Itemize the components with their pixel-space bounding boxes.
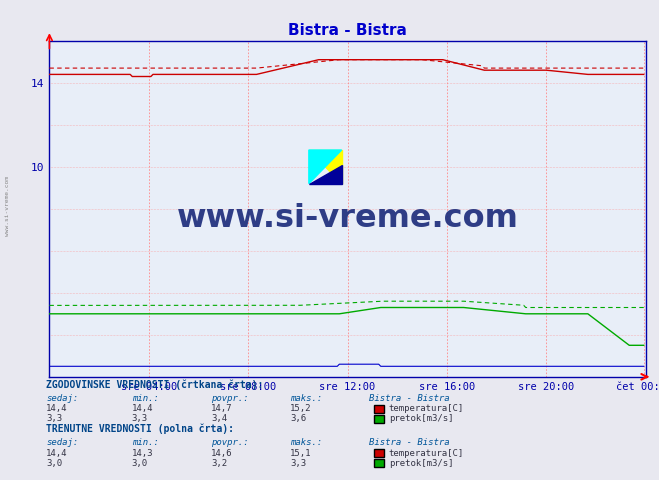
Polygon shape xyxy=(309,150,341,184)
Text: 3,4: 3,4 xyxy=(211,414,227,423)
Polygon shape xyxy=(309,150,341,184)
Text: 14,6: 14,6 xyxy=(211,448,233,457)
Text: min.:: min.: xyxy=(132,394,159,403)
Text: 14,4: 14,4 xyxy=(46,448,68,457)
Text: 3,3: 3,3 xyxy=(132,414,148,423)
Text: povpr.:: povpr.: xyxy=(211,394,248,403)
Text: maks.:: maks.: xyxy=(290,438,322,447)
Text: min.:: min.: xyxy=(132,438,159,447)
Text: 14,4: 14,4 xyxy=(46,404,68,413)
Text: sedaj:: sedaj: xyxy=(46,394,78,403)
Text: pretok[m3/s]: pretok[m3/s] xyxy=(389,414,453,423)
Text: sedaj:: sedaj: xyxy=(46,438,78,447)
Title: Bistra - Bistra: Bistra - Bistra xyxy=(288,23,407,38)
Text: temperatura[C]: temperatura[C] xyxy=(389,448,464,457)
Polygon shape xyxy=(309,165,341,184)
Text: www.si-vreme.com: www.si-vreme.com xyxy=(5,177,11,237)
Text: temperatura[C]: temperatura[C] xyxy=(389,404,464,413)
Text: 15,2: 15,2 xyxy=(290,404,312,413)
Text: 3,3: 3,3 xyxy=(290,458,306,468)
Text: 3,3: 3,3 xyxy=(46,414,62,423)
Text: maks.:: maks.: xyxy=(290,394,322,403)
Text: Bistra - Bistra: Bistra - Bistra xyxy=(369,438,449,447)
Text: ZGODOVINSKE VREDNOSTI (črtkana črta):: ZGODOVINSKE VREDNOSTI (črtkana črta): xyxy=(46,379,264,390)
Text: 14,7: 14,7 xyxy=(211,404,233,413)
Text: 3,2: 3,2 xyxy=(211,458,227,468)
Text: 15,1: 15,1 xyxy=(290,448,312,457)
Text: 3,0: 3,0 xyxy=(132,458,148,468)
Text: 3,6: 3,6 xyxy=(290,414,306,423)
Text: povpr.:: povpr.: xyxy=(211,438,248,447)
Text: Bistra - Bistra: Bistra - Bistra xyxy=(369,394,449,403)
Text: 14,4: 14,4 xyxy=(132,404,154,413)
Text: pretok[m3/s]: pretok[m3/s] xyxy=(389,458,453,468)
Text: 14,3: 14,3 xyxy=(132,448,154,457)
Text: TRENUTNE VREDNOSTI (polna črta):: TRENUTNE VREDNOSTI (polna črta): xyxy=(46,423,234,434)
Text: 3,0: 3,0 xyxy=(46,458,62,468)
Text: www.si-vreme.com: www.si-vreme.com xyxy=(177,204,519,234)
